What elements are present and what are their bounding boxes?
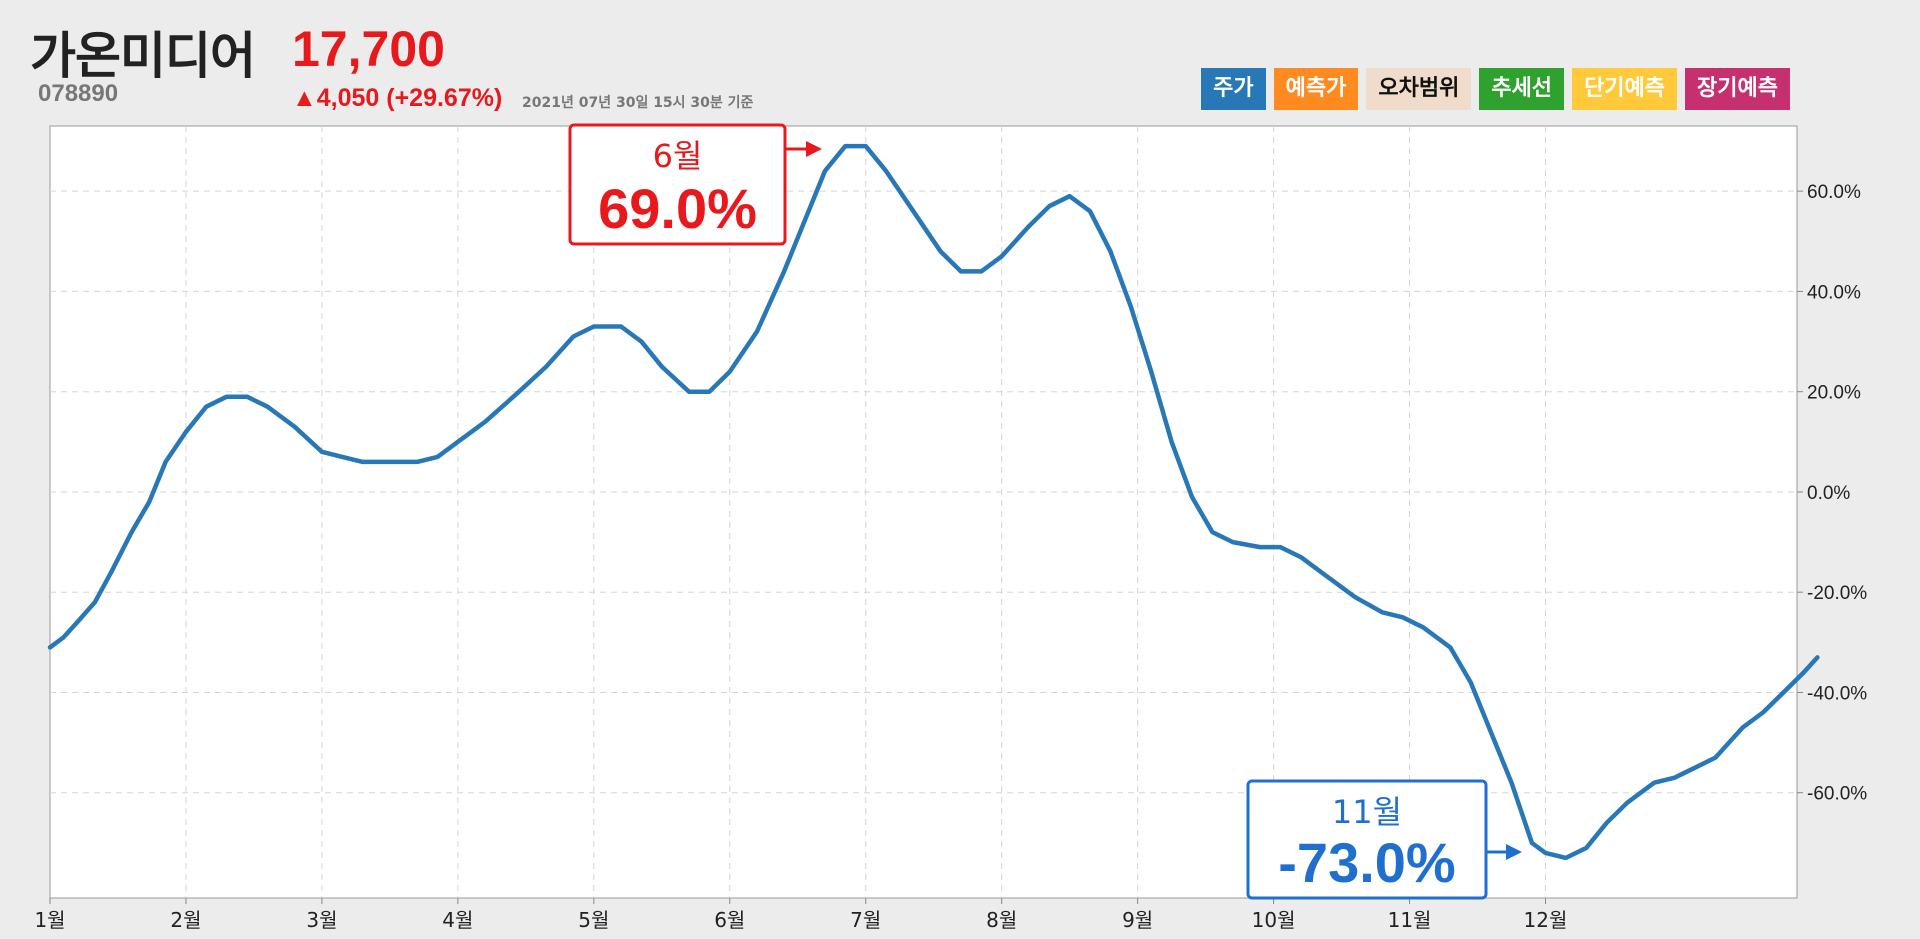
- legend-item-4[interactable]: 단기예측: [1572, 68, 1678, 110]
- high-annotation-month: 6월: [653, 137, 703, 175]
- legend-item-0[interactable]: 주가: [1201, 68, 1266, 110]
- legend-item-2[interactable]: 오차범위: [1366, 68, 1472, 110]
- x-tick-label: 9월: [1122, 908, 1153, 932]
- x-tick-label: 7월: [850, 908, 881, 932]
- y-tick-label: 0.0%: [1807, 483, 1850, 504]
- x-tick-label: 2월: [170, 908, 201, 932]
- high-annotation-value: 69.0%: [598, 177, 757, 240]
- plot-area: [49, 125, 1798, 899]
- x-tick-label: 1월: [34, 908, 65, 932]
- legend: 주가 예측가 오차범위 추세선 단기예측 장기예측: [1201, 68, 1790, 110]
- legend-item-5[interactable]: 장기예측: [1685, 68, 1790, 110]
- x-tick-label: 5월: [578, 908, 609, 932]
- low-annotation-box: [1246, 779, 1488, 900]
- high-annotation-arrow-head: [806, 141, 822, 157]
- timestamp: 2021년 07년 30일 15시 30분 기준: [522, 95, 754, 111]
- low-annotation-value: -73.0%: [1278, 831, 1455, 894]
- y-tick-label: 40.0%: [1807, 282, 1861, 303]
- y-tick-label: -60.0%: [1807, 784, 1867, 805]
- y-tick-label: -20.0%: [1807, 583, 1867, 604]
- y-tick-label: -40.0%: [1807, 683, 1867, 704]
- low-annotation-month: 11월: [1332, 793, 1402, 831]
- x-tick-label: 10월: [1252, 908, 1296, 932]
- y-tick-label: 60.0%: [1807, 182, 1861, 203]
- low-annotation-arrow-head: [1506, 844, 1522, 860]
- x-tick-label: 3월: [306, 908, 337, 932]
- legend-item-3[interactable]: 추세선: [1479, 68, 1565, 110]
- x-tick-label: 6월: [714, 908, 745, 932]
- price-change: ▲4,050 (+29.67%): [292, 84, 503, 112]
- stock-price: 17,700: [292, 21, 445, 77]
- stock-name: 가온미디어: [30, 27, 256, 85]
- legend-item-1[interactable]: 예측가: [1273, 68, 1359, 110]
- x-tick-label: 12월: [1524, 908, 1568, 932]
- price-line: [47, 143, 1820, 861]
- y-tick-label: 20.0%: [1807, 383, 1861, 404]
- stock-code: 078890: [38, 80, 119, 107]
- x-tick-label: 11월: [1388, 908, 1432, 932]
- high-annotation-box: [568, 123, 787, 246]
- x-tick-label: 8월: [986, 908, 1017, 932]
- x-tick-label: 4월: [442, 908, 473, 932]
